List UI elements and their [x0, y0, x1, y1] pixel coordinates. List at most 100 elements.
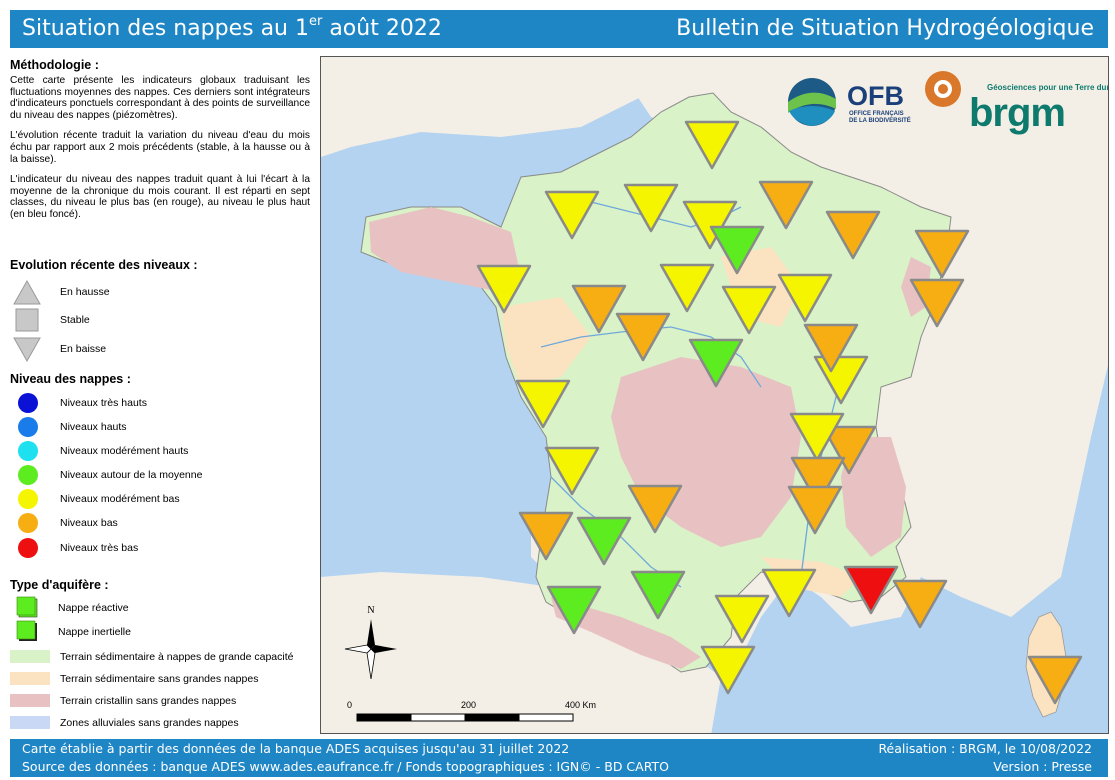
- marker-provence[interactable]: [892, 579, 948, 629]
- map-title: Situation des nappes au 1er août 2022: [22, 14, 442, 41]
- legend-terrain-0: Terrain sédimentaire à nappes de grande …: [10, 650, 293, 663]
- footer-sources: Source des données : banque ADES www.ade…: [22, 759, 669, 774]
- marker-normandie-cotentin[interactable]: [544, 190, 600, 240]
- marker-alsace-sud[interactable]: [909, 278, 965, 328]
- france-map[interactable]: N 0 200 400 Km: [321, 57, 1109, 734]
- scale-bar: 0 200 400 Km: [347, 700, 596, 722]
- inertial-aquifer-square-icon: [16, 620, 37, 641]
- brgm-tagline: Géosciences pour une Terre durable: [987, 83, 1109, 92]
- evolution-heading: Evolution récente des niveaux :: [10, 258, 198, 272]
- legend-terrain-label: Terrain cristallin sans grandes nappes: [60, 694, 237, 707]
- marker-basse-normandie[interactable]: [571, 284, 627, 334]
- marker-beauce[interactable]: [659, 263, 715, 313]
- ofb-sub1: OFFICE FRANÇAIS: [849, 111, 904, 117]
- legend-terrain-1: Terrain sédimentaire sans grandes nappes: [10, 672, 258, 685]
- legend-terrain-3: Zones alluviales sans grandes nappes: [10, 716, 239, 729]
- spain-land: [321, 572, 721, 733]
- uk-land: [321, 57, 651, 157]
- scale-label-200: 200: [461, 700, 476, 710]
- legend-trend-up-label: En hausse: [60, 286, 110, 298]
- marker-alsace-nord[interactable]: [914, 229, 970, 279]
- legend-level-label: Niveaux hauts: [60, 421, 127, 433]
- footer-version: Version : Presse: [993, 759, 1092, 774]
- marker-champagne[interactable]: [758, 180, 814, 230]
- marker-normandie-seine[interactable]: [623, 183, 679, 233]
- marker-landes-nord[interactable]: [576, 516, 632, 566]
- compass-rose-icon: N: [344, 605, 397, 680]
- legend-level-3: Niveaux autour de la moyenne: [10, 463, 202, 487]
- marker-languedoc[interactable]: [761, 568, 817, 618]
- legend-terrain-2: Terrain cristallin sans grandes nappes: [10, 694, 236, 707]
- river-loire: [540, 326, 762, 388]
- legend-trend-stable-label: Stable: [60, 314, 90, 326]
- scale-label-0: 0: [347, 700, 352, 710]
- level-circle-icon: [18, 489, 38, 509]
- marker-bretagne[interactable]: [476, 264, 532, 314]
- square-icon: [15, 308, 39, 332]
- marker-berry[interactable]: [688, 338, 744, 388]
- legend-trend-down-label: En baisse: [60, 343, 107, 355]
- legend-reactive-aquifer: Nappe réactive: [10, 596, 129, 620]
- marker-gatinais[interactable]: [721, 285, 777, 335]
- terrain-swatch: [10, 716, 50, 729]
- marker-vendee[interactable]: [515, 379, 571, 429]
- marker-ile-de-france-nord[interactable]: [682, 200, 738, 250]
- marker-ile-de-france[interactable]: [709, 225, 765, 275]
- marker-toulouse[interactable]: [714, 594, 770, 644]
- legend-terrain-label: Terrain sédimentaire sans grandes nappes: [60, 672, 259, 685]
- legend-trend-down: En baisse: [10, 335, 106, 363]
- crystalline-alps: [841, 437, 906, 557]
- legend-level-label: Niveaux modérément hauts: [60, 445, 189, 457]
- legend-trend-stable: Stable: [10, 307, 90, 333]
- brgm-circle-icon: [925, 71, 961, 107]
- marker-bourgogne-nord[interactable]: [777, 273, 833, 323]
- level-circle-icon: [18, 417, 38, 437]
- marker-bresse[interactable]: [803, 323, 859, 373]
- marker-gironde[interactable]: [518, 511, 574, 561]
- marker-saone[interactable]: [821, 425, 877, 475]
- marker-lyonnais[interactable]: [790, 456, 846, 506]
- methodology-paragraph-3: L'indicateur du niveau des nappes tradui…: [10, 174, 310, 220]
- north-label: N: [367, 605, 374, 616]
- map-frame[interactable]: N 0 200 400 Km OFB OFFICE FRANÇAIS DE LA…: [320, 56, 1109, 734]
- legend-inertial-aquifer: Nappe inertielle: [10, 620, 131, 644]
- triangle-down-icon: [13, 337, 41, 363]
- footer-data-date: Carte établie à partir des données de la…: [22, 741, 570, 756]
- marker-garonne[interactable]: [630, 570, 686, 620]
- level-circle-icon: [18, 441, 38, 461]
- level-circle-icon: [18, 465, 38, 485]
- marker-roussillon[interactable]: [700, 645, 756, 695]
- level-circle-icon: [18, 538, 38, 558]
- marker-corse[interactable]: [1027, 655, 1083, 705]
- footer-author: Réalisation : BRGM, le 10/08/2022: [878, 741, 1092, 756]
- marker-franche-comte[interactable]: [813, 355, 869, 405]
- legend-panel: Méthodologie : Cette carte présente les …: [10, 56, 315, 734]
- marker-charentes[interactable]: [544, 446, 600, 496]
- scale-label-400: 400 Km: [565, 700, 596, 710]
- legend-level-label: Niveaux autour de la moyenne: [60, 469, 203, 481]
- legend-level-1: Niveaux hauts: [10, 415, 127, 439]
- legend-level-label: Niveaux modérément bas: [60, 493, 180, 505]
- reactive-aquifer-square-icon: [16, 596, 38, 618]
- marker-lorraine[interactable]: [825, 210, 881, 260]
- legend-terrain-label: Zones alluviales sans grandes nappes: [60, 716, 239, 729]
- marker-vaucluse[interactable]: [843, 565, 899, 615]
- methodology-heading: Méthodologie :: [10, 58, 99, 72]
- ofb-sub2: DE LA BIODIVERSITÉ: [849, 118, 911, 124]
- marker-landes-sud[interactable]: [546, 585, 602, 635]
- legend-level-label: Niveaux bas: [60, 517, 118, 529]
- methodology-paragraph-2: L'évolution récente traduit la variation…: [10, 130, 310, 165]
- aquifer-markers: [476, 120, 1083, 705]
- legend-inertial-label: Nappe inertielle: [58, 626, 131, 638]
- marker-rhone[interactable]: [787, 485, 843, 535]
- marker-picardie[interactable]: [684, 120, 740, 170]
- legend-trend-up: En hausse: [10, 278, 110, 306]
- marker-jura[interactable]: [789, 412, 845, 462]
- legend-level-label: Niveaux très hauts: [60, 397, 147, 409]
- marker-pays-de-loire[interactable]: [615, 312, 671, 362]
- bulletin-title: Bulletin de Situation Hydrogéologique: [676, 16, 1094, 41]
- legend-level-2: Niveaux modérément hauts: [10, 439, 188, 463]
- aquifer-heading: Type d'aquifère :: [10, 578, 109, 592]
- marker-limousin[interactable]: [627, 484, 683, 534]
- legend-reactive-label: Nappe réactive: [58, 602, 129, 614]
